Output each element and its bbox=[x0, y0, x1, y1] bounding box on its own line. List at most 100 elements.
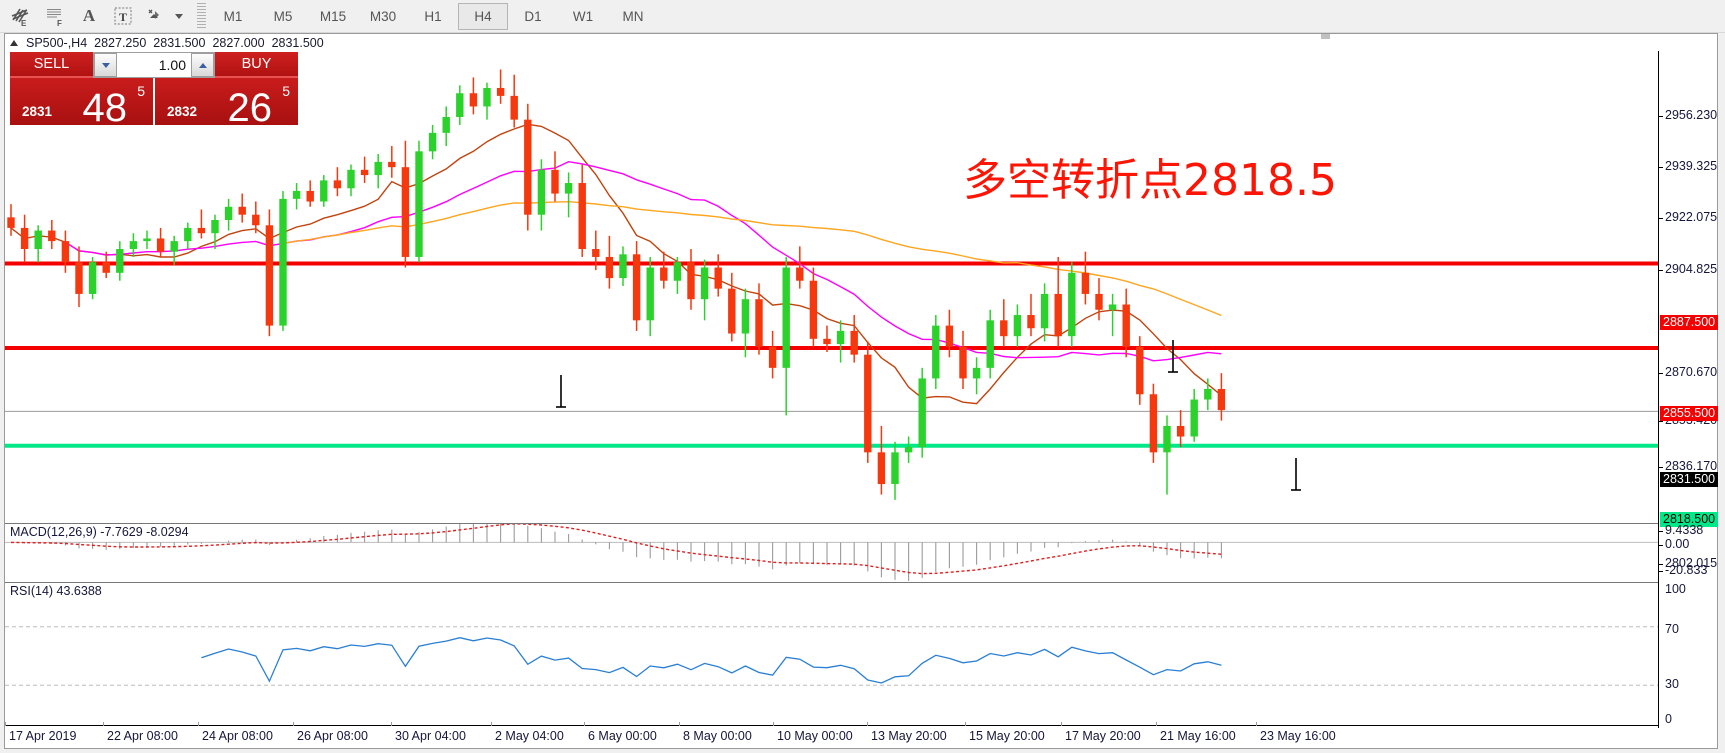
price-level-tag-red[interactable]: 2855.500 bbox=[1660, 406, 1719, 421]
timeframe-m15[interactable]: M15 bbox=[319, 8, 347, 24]
objects-icon[interactable] bbox=[140, 1, 174, 31]
time-axis-tick bbox=[198, 722, 199, 726]
tick-dash bbox=[1659, 115, 1663, 117]
time-axis-tick bbox=[867, 722, 868, 726]
tick-dash bbox=[1659, 570, 1663, 572]
candlestick bbox=[551, 151, 559, 202]
candlestick bbox=[428, 124, 437, 160]
candlestick bbox=[1095, 278, 1103, 321]
candlestick bbox=[877, 425, 886, 495]
macd-tick: 0.00 bbox=[1659, 537, 1717, 551]
time-axis-tick bbox=[293, 722, 294, 726]
sell-price-display[interactable]: 2831 48 5 bbox=[10, 78, 153, 128]
candlestick bbox=[1136, 336, 1144, 405]
one-click-trading-panel[interactable]: SELL 1.00 BUY 2831 48 5 bbox=[10, 52, 298, 128]
candlestick bbox=[605, 235, 614, 289]
candle-body bbox=[673, 262, 682, 281]
time-axis-tick bbox=[965, 722, 966, 726]
candlestick bbox=[959, 330, 967, 389]
oct-price-row: 2831 48 5 2832 26 5 bbox=[10, 78, 298, 128]
candle-body bbox=[442, 117, 450, 133]
text-label-icon[interactable]: A bbox=[82, 6, 96, 25]
objects-dropdown-caret[interactable] bbox=[175, 13, 183, 19]
volume-increase-button[interactable] bbox=[191, 53, 214, 77]
crosshair-grid-icon[interactable]: F bbox=[38, 1, 72, 31]
candlestick bbox=[796, 246, 804, 289]
candlestick bbox=[184, 222, 192, 250]
candlestick bbox=[1054, 256, 1062, 347]
candle-body bbox=[891, 452, 899, 485]
candlestick bbox=[646, 256, 654, 337]
candlestick bbox=[374, 153, 382, 189]
candlestick bbox=[809, 267, 818, 347]
candle-body bbox=[116, 249, 124, 273]
candle-body bbox=[306, 190, 314, 202]
timeframe-mn[interactable]: MN bbox=[622, 8, 644, 24]
price-level-tag-black[interactable]: 2831.500 bbox=[1660, 472, 1719, 487]
timeframe-m5[interactable]: M5 bbox=[273, 8, 293, 24]
rsi-tick: 0 bbox=[1659, 712, 1717, 726]
chart-window[interactable]: SP500-,H4 2827.250 2831.500 2827.000 283… bbox=[4, 33, 1719, 749]
candlestick bbox=[292, 183, 301, 210]
candle-body bbox=[932, 325, 940, 379]
time-axis-tick bbox=[1061, 722, 1062, 726]
candle-body bbox=[700, 267, 709, 300]
time-axis-label: 6 May 00:00 bbox=[588, 729, 657, 743]
chevron-down-icon bbox=[101, 62, 110, 68]
macd-tick-label: 0.00 bbox=[1665, 537, 1690, 551]
candle-body bbox=[374, 161, 382, 176]
time-axis-tick bbox=[679, 722, 680, 726]
candle-body bbox=[129, 241, 138, 250]
price-level-tag-red[interactable]: 2887.500 bbox=[1660, 315, 1719, 330]
chart-annotation-text: 多空转折点2818.5 bbox=[963, 155, 1337, 206]
candle-body bbox=[238, 206, 246, 215]
sell-button[interactable]: SELL bbox=[10, 52, 93, 78]
buy-price-display[interactable]: 2832 26 5 bbox=[155, 78, 298, 128]
macd-pane[interactable]: MACD(12,26,9) -7.7629 -8.0294 bbox=[5, 523, 1659, 581]
text-object-icon[interactable]: T bbox=[106, 1, 140, 31]
macd-tick: -20.833 bbox=[1659, 563, 1717, 577]
chart-cursor-marker bbox=[1291, 458, 1301, 491]
timeframe-m30[interactable]: M30 bbox=[369, 8, 397, 24]
indicators-icon[interactable]: E bbox=[4, 1, 38, 31]
quote-bar: SP500-,H4 2827.250 2831.500 2827.000 283… bbox=[5, 34, 1717, 51]
sell-price-prefix: 2831 bbox=[22, 104, 53, 119]
candlestick bbox=[1081, 251, 1090, 305]
candlestick bbox=[1149, 383, 1158, 463]
candle-body bbox=[551, 169, 559, 194]
candle-body bbox=[1136, 346, 1144, 395]
timeframe-h4[interactable]: H4 bbox=[458, 2, 508, 30]
buy-price-prefix: 2832 bbox=[167, 104, 198, 119]
volume-input[interactable]: 1.00 bbox=[117, 53, 191, 77]
price-tick-label: 2870.670 bbox=[1665, 365, 1718, 379]
candle-body bbox=[728, 288, 736, 334]
candle-body bbox=[605, 256, 614, 279]
rsi-pane[interactable]: RSI(14) 43.6388 bbox=[5, 582, 1659, 729]
objects-glyph bbox=[148, 9, 159, 19]
candlestick bbox=[456, 85, 464, 125]
volume-decrease-button[interactable] bbox=[94, 53, 117, 77]
chart-scroll-marker[interactable] bbox=[1321, 34, 1330, 39]
collapse-triangle-icon[interactable] bbox=[10, 39, 18, 46]
buy-button[interactable]: BUY bbox=[215, 52, 298, 78]
time-axis[interactable]: 17 Apr 2019 22 Apr 08:00 24 Apr 08:00 26 Ap… bbox=[5, 722, 1659, 748]
candle-body bbox=[388, 161, 396, 168]
rsi-tick-label: 100 bbox=[1665, 582, 1686, 596]
price-level-tag-green[interactable]: 2818.500 bbox=[1660, 512, 1719, 527]
timeframe-d1[interactable]: D1 bbox=[524, 8, 542, 24]
candle-body bbox=[986, 320, 994, 368]
candle-body bbox=[88, 262, 97, 294]
volume-stepper[interactable]: 1.00 bbox=[93, 52, 215, 78]
price-pane[interactable]: 多空转折点2818.5 bbox=[5, 51, 1659, 521]
price-scale-axis[interactable]: 2956.230 2939.325 2922.075 2904.825 2870.670… bbox=[1658, 51, 1719, 728]
macd-label: MACD(12,26,9) -7.7629 -8.0294 bbox=[10, 525, 189, 539]
time-axis-label: 2 May 04:00 bbox=[495, 729, 564, 743]
candlestick bbox=[252, 201, 260, 234]
timeframe-m1[interactable]: M1 bbox=[223, 8, 243, 24]
timeframe-h1[interactable]: H1 bbox=[424, 8, 442, 24]
candlestick bbox=[510, 74, 518, 128]
candle-body bbox=[510, 95, 518, 120]
timeframe-w1[interactable]: W1 bbox=[572, 8, 594, 24]
toolbar-drag-handle[interactable] bbox=[197, 3, 206, 29]
candlestick-chart bbox=[5, 69, 1659, 500]
